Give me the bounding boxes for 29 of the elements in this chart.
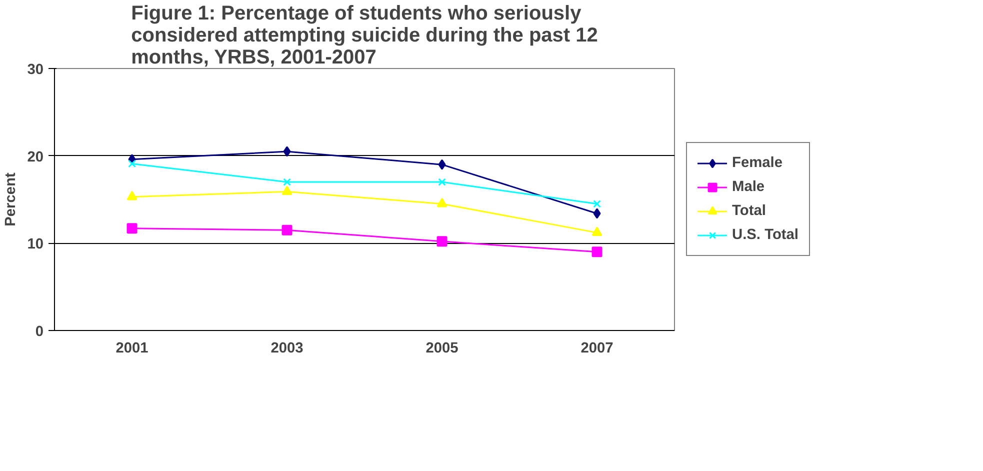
point [282,224,292,236]
point [436,198,448,208]
y-tick-label: 20 [27,149,44,166]
y-tick-label: 0 [35,324,44,340]
legend-label: Male [732,179,765,195]
point [593,208,601,219]
point [592,246,602,258]
point [283,146,291,157]
point [126,223,138,234]
legend-label: Female [732,155,783,171]
y-axis-title: Percent [3,172,20,226]
point [283,178,291,186]
legend-label: Total [732,203,766,219]
x-tick-label: 2003 [270,340,304,356]
point [438,178,446,186]
x-tick-label: 2007 [580,340,614,356]
y-tick-label: 10 [27,236,44,253]
x-tick-label: 2001 [116,340,148,356]
point [438,159,446,170]
x-tick-label: 2005 [426,340,458,356]
point [126,190,138,200]
legend-label: U.S. Total [732,227,798,243]
point [128,160,136,168]
y-tick-label: 30 [27,62,44,78]
point [593,200,601,208]
chart-title: Figure 1: Percentage of students who seriously considered attempting suicide during the past 12 months, YRBS, 2001-2007 [131,2,598,68]
point [592,226,602,236]
point [282,186,292,195]
point [436,236,448,247]
